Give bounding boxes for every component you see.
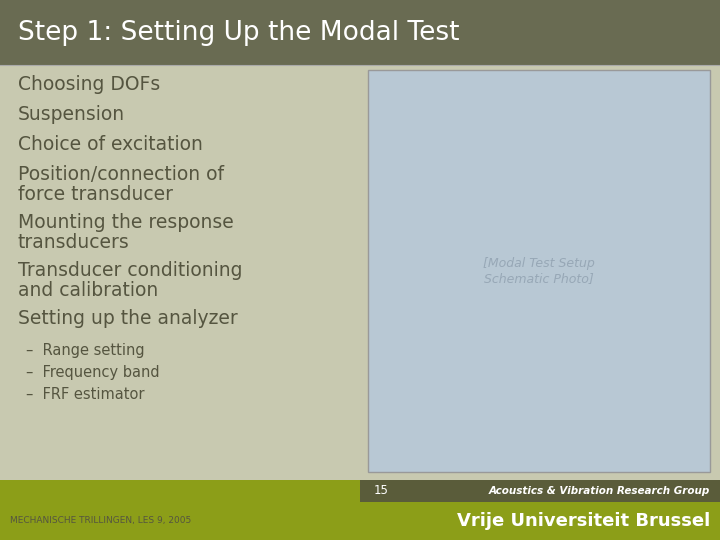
Bar [0,0,720,65]
Text: Vrije Universiteit Brussel: Vrije Universiteit Brussel [456,512,710,530]
Text: and calibration: and calibration [18,281,158,300]
Text: transducers: transducers [18,233,130,252]
Text: –  Range setting: – Range setting [26,343,145,358]
Bar [368,70,710,472]
Text: Acoustics & Vibration Research Group: Acoustics & Vibration Research Group [489,486,710,496]
Text: Choice of excitation: Choice of excitation [18,135,203,154]
Text: Transducer conditioning: Transducer conditioning [18,261,243,280]
Text: Position/connection of: Position/connection of [18,165,224,184]
Bar [0,65,720,480]
Text: force transducer: force transducer [18,185,173,204]
Text: MECHANISCHE TRILLINGEN, LES 9, 2005: MECHANISCHE TRILLINGEN, LES 9, 2005 [10,516,192,525]
Text: [Modal Test Setup
Schematic Photo]: [Modal Test Setup Schematic Photo] [483,257,595,285]
Text: Step 1: Setting Up the Modal Test: Step 1: Setting Up the Modal Test [18,19,459,45]
Bar [0,480,720,540]
Text: –  FRF estimator: – FRF estimator [26,387,145,402]
Text: Mounting the response: Mounting the response [18,213,234,232]
Text: Choosing DOFs: Choosing DOFs [18,75,161,94]
Text: 15: 15 [374,484,389,497]
Text: –  Frequency band: – Frequency band [26,365,160,380]
Text: Suspension: Suspension [18,105,125,124]
Text: Setting up the analyzer: Setting up the analyzer [18,309,238,328]
Bar [360,480,720,502]
